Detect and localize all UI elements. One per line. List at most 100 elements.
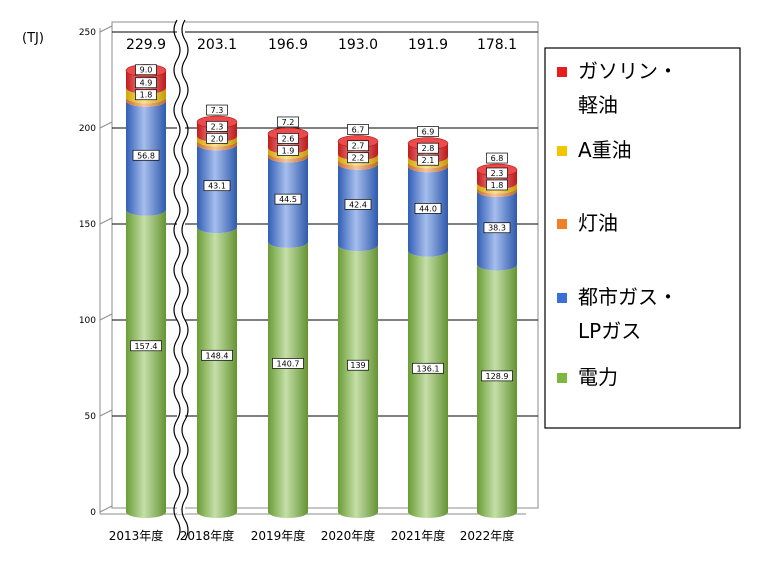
bar-segment (268, 152, 308, 163)
data-label-text: 38.3 (488, 224, 506, 233)
data-label-text: 136.1 (417, 364, 440, 373)
data-label: 2.1 (417, 154, 439, 166)
data-label-text: 2.6 (282, 134, 295, 143)
data-label-text: 140.7 (277, 359, 300, 368)
data-label: 6.7 (347, 124, 369, 135)
data-label: 44.5 (274, 193, 302, 205)
bar-total-label: 193.0 (338, 37, 378, 53)
data-label: 43.1 (203, 180, 231, 192)
data-label: 9.0 (135, 64, 157, 76)
bar-segment (477, 187, 517, 197)
data-label: 7.2 (277, 116, 299, 128)
bar-total-label: 191.9 (408, 37, 448, 53)
data-label-text: 9.0 (140, 66, 153, 75)
data-label-text: 2.8 (422, 144, 435, 153)
legend-entry: 電力 (557, 365, 618, 389)
data-label: 38.3 (483, 222, 511, 234)
y-tick-label: 250 (79, 28, 96, 38)
y-axis-ticks: 0 50 100 150 200 250 (79, 28, 96, 518)
legend-swatch (557, 146, 567, 156)
data-label-text: 139 (350, 361, 365, 370)
data-label-text: 2.3 (211, 122, 224, 131)
data-label: 6.8 (486, 152, 508, 164)
axis-break (173, 19, 189, 541)
bar-segment (408, 250, 448, 519)
bar-segment (126, 209, 166, 519)
y-tick-label: 150 (79, 220, 96, 230)
x-axis-categories: 2013年度 2018年度 2019年度 2020年度 2021年度 2022年度 (109, 528, 515, 543)
data-label: 128.9 (481, 370, 513, 382)
legend-entry: 都市ガス・ LPガス (557, 285, 678, 343)
data-label-text: 4.9 (140, 79, 153, 88)
data-label: 2.3 (206, 120, 228, 132)
bar-segment (197, 140, 237, 151)
bar-segment (268, 241, 308, 518)
data-label-text: 2.7 (352, 142, 365, 151)
y-tick-label: 0 (90, 508, 96, 518)
x-category-label: 2021年度 (391, 528, 446, 543)
legend-swatch (557, 293, 567, 303)
x-category-label: 2018年度 (180, 528, 235, 543)
legend-label: A重油 (578, 138, 632, 162)
x-category-label: 2022年度 (460, 528, 515, 543)
legend-entry: 灯油 (557, 211, 618, 235)
bar-segment (477, 183, 517, 194)
bar-segment (126, 97, 166, 107)
bar-total-label: 203.1 (197, 37, 237, 53)
data-label-text: 6.8 (491, 154, 504, 163)
data-label: 157.4 (130, 340, 162, 352)
bar-total-label: 178.1 (477, 37, 517, 53)
data-label-text: 2.0 (211, 134, 224, 143)
data-label-text: 7.2 (282, 118, 295, 127)
legend-label: ガソリン・ (578, 59, 678, 83)
legend-label: LPガス (578, 319, 641, 343)
legend-swatch (557, 67, 567, 77)
legend-entry: A重油 (557, 138, 632, 162)
bar-segment (408, 162, 448, 173)
data-label-text: 6.9 (422, 128, 435, 137)
data-label-text: 6.7 (352, 125, 365, 134)
data-label: 148.4 (201, 349, 233, 361)
y-axis-unit-label: (TJ) (22, 31, 44, 46)
legend-label: 灯油 (578, 211, 618, 235)
data-label: 140.7 (272, 358, 304, 369)
bar-total-label: 196.9 (268, 37, 308, 53)
bar-segment (197, 227, 237, 518)
x-category-label: 2020年度 (321, 528, 376, 543)
legend-swatch (557, 373, 567, 383)
legend-label: 都市ガス・ (578, 285, 678, 309)
data-label: 4.9 (135, 77, 157, 89)
bar-total-label: 229.9 (126, 37, 166, 53)
data-label-text: 1.8 (491, 181, 504, 190)
data-label: 56.8 (132, 149, 160, 161)
gridline-depth (99, 409, 113, 417)
plot-frame (111, 21, 539, 509)
data-label-text: 157.4 (135, 342, 158, 351)
data-label-text: 128.9 (486, 372, 509, 381)
data-label-text: 2.2 (352, 154, 365, 163)
bars: 157.4 56.8 1.8 4.9 9.0 148.4 43.1 2.0 2.3 7.3 140.… (125, 64, 518, 519)
data-label: 7.3 (206, 104, 228, 116)
gridline-depth (99, 217, 113, 225)
legend-swatch (557, 219, 567, 229)
data-label-text: 44.5 (279, 195, 297, 204)
data-label-text: 148.4 (206, 351, 229, 360)
data-label-text: 1.8 (140, 91, 153, 100)
data-label-text: 7.3 (211, 106, 224, 115)
x-category-label: 2019年度 (251, 528, 306, 543)
bar-totals: 229.9 203.1 196.9 193.0 191.9 178.1 (126, 37, 517, 53)
data-label-text: 2.1 (422, 156, 435, 165)
data-label: 136.1 (412, 362, 444, 374)
data-label: 2.3 (486, 167, 508, 179)
data-label: 2.7 (347, 140, 369, 152)
y-tick-label: 50 (85, 412, 97, 422)
data-label-text: 44.0 (419, 204, 437, 213)
data-label: 139 (347, 359, 369, 371)
legend-box (544, 47, 741, 429)
y-tick-label: 100 (79, 316, 96, 326)
data-label-text: 43.1 (208, 182, 226, 191)
data-label: 2.2 (347, 152, 369, 164)
data-label: 2.0 (206, 132, 228, 144)
